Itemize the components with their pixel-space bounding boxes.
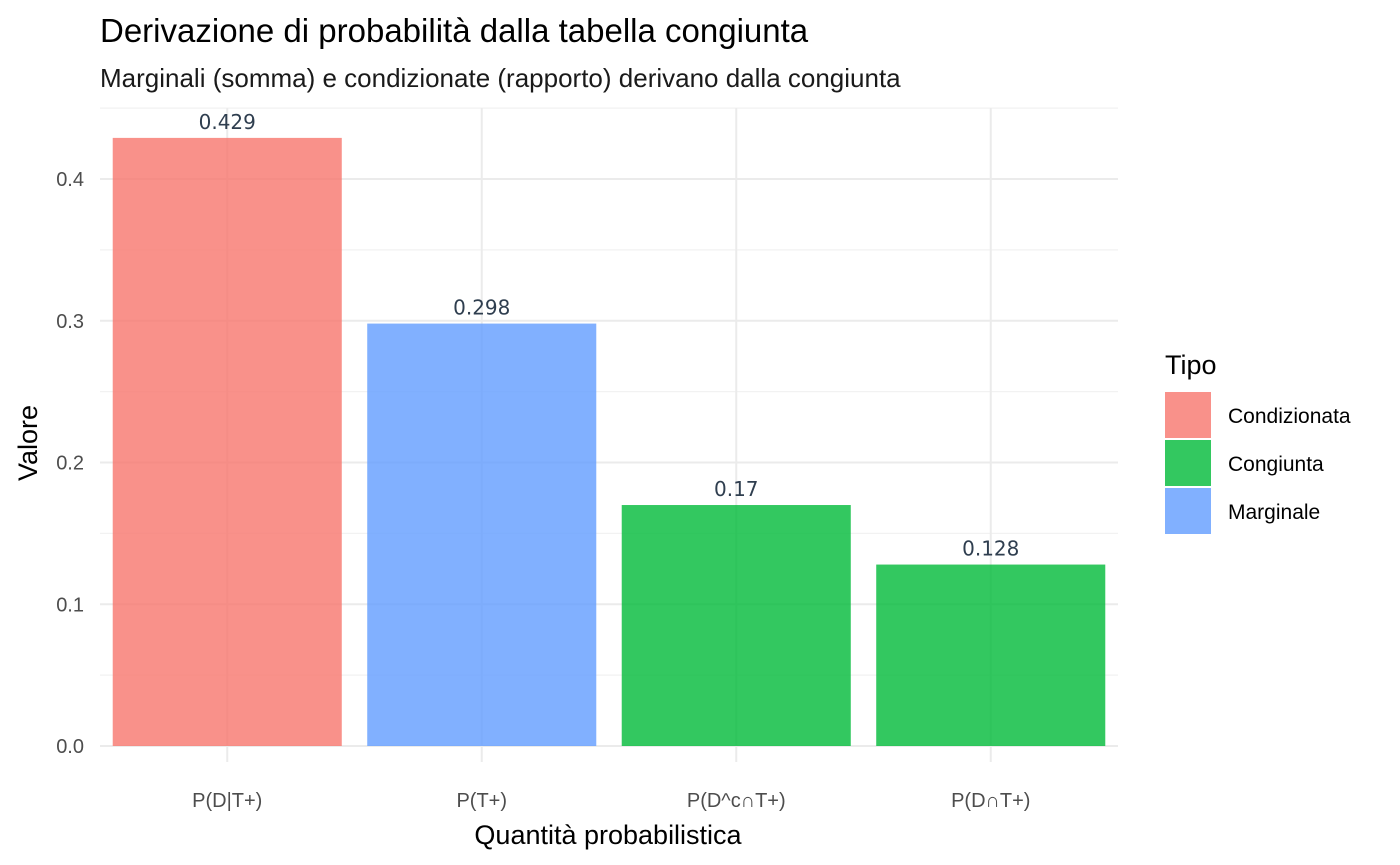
data-label: 0.128 bbox=[962, 537, 1019, 561]
legend-title: Tipo bbox=[1165, 350, 1217, 380]
chart-title: Derivazione di probabilità dalla tabella… bbox=[100, 12, 809, 49]
legend-label: Congiunta bbox=[1228, 453, 1324, 476]
y-axis-title: Valore bbox=[13, 405, 43, 481]
data-label: 0.17 bbox=[714, 477, 759, 501]
x-tick-label: P(D|T+) bbox=[192, 790, 262, 812]
y-tick-label: 0.3 bbox=[56, 311, 84, 333]
x-tick-label: P(T+) bbox=[456, 790, 507, 812]
x-axis-title: Quantità probabilistica bbox=[474, 820, 742, 850]
y-tick-label: 0.0 bbox=[56, 736, 84, 758]
y-tick-label: 0.2 bbox=[56, 453, 84, 475]
legend-swatch bbox=[1165, 392, 1211, 438]
legend-swatch bbox=[1165, 488, 1211, 534]
x-axis-ticks: P(D|T+) P(T+) P(D^c∩T+) P(D∩T+) bbox=[192, 790, 1030, 812]
bar bbox=[876, 564, 1106, 746]
legend-label: Marginale bbox=[1228, 501, 1320, 524]
y-axis-ticks: 0.0 0.1 0.2 0.3 0.4 bbox=[56, 169, 84, 758]
y-tick-label: 0.1 bbox=[56, 594, 84, 616]
bar bbox=[621, 505, 851, 746]
y-tick-label: 0.4 bbox=[56, 169, 84, 191]
x-tick-label: P(D∩T+) bbox=[951, 790, 1030, 812]
legend-label: Condizionata bbox=[1228, 405, 1351, 428]
x-tick-label: P(D^c∩T+) bbox=[687, 790, 786, 812]
bar bbox=[367, 323, 597, 746]
bars bbox=[112, 137, 1106, 746]
legend: Tipo Condizionata Congiunta Marginale bbox=[1165, 350, 1351, 534]
data-label: 0.429 bbox=[199, 110, 256, 134]
legend-swatch bbox=[1165, 440, 1211, 486]
data-label: 0.298 bbox=[453, 296, 510, 320]
chart-subtitle: Marginali (somma) e condizionate (rappor… bbox=[100, 63, 901, 93]
data-labels: 0.429 0.298 0.17 0.128 bbox=[199, 110, 1020, 561]
bar bbox=[112, 137, 342, 746]
